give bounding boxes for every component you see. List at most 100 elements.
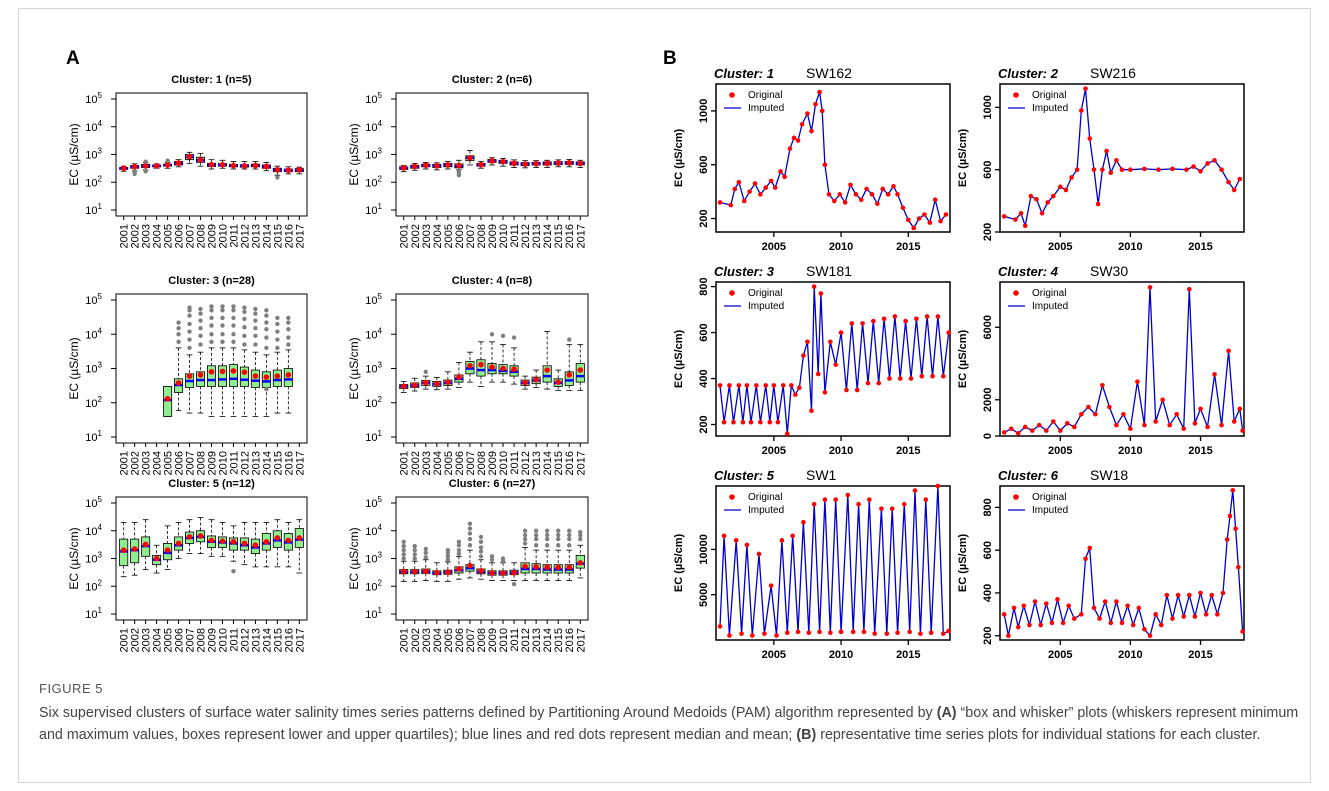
outlier-point bbox=[264, 345, 269, 351]
box-2014 bbox=[261, 161, 271, 172]
legend-original-label: Original bbox=[1032, 90, 1066, 101]
x-tick-label: 2001 bbox=[119, 451, 131, 475]
mean-point bbox=[544, 564, 550, 571]
original-point bbox=[856, 501, 861, 507]
outlier-point bbox=[231, 308, 236, 313]
y-tick-label: 104 bbox=[85, 326, 102, 341]
original-point bbox=[758, 419, 763, 425]
timeseries-6: Cluster: 6 SW18 EC (µS/cm) 200 400 600 800 2005… bbox=[957, 467, 1245, 661]
box-2003 bbox=[421, 546, 431, 581]
x-tick-label: 2005 bbox=[443, 628, 455, 652]
original-point bbox=[853, 192, 859, 197]
outlier-point bbox=[445, 547, 451, 553]
imputed-line bbox=[719, 485, 949, 636]
original-point bbox=[1205, 424, 1210, 430]
box-2007 bbox=[465, 150, 475, 166]
station-label: SW216 bbox=[1090, 65, 1136, 81]
original-point bbox=[1022, 424, 1028, 430]
y-tick-label: 103 bbox=[365, 361, 382, 376]
original-point bbox=[1114, 422, 1119, 428]
original-point bbox=[1063, 187, 1069, 193]
original-point bbox=[1057, 184, 1063, 190]
y-tick-label: 101 bbox=[365, 202, 382, 217]
x-tick-label: 2015 bbox=[896, 649, 920, 661]
outlier-point bbox=[253, 333, 258, 339]
figure-label: FIGURE 5 bbox=[39, 681, 103, 696]
outlier-point bbox=[264, 320, 269, 325]
original-point bbox=[809, 128, 814, 134]
outlier-point bbox=[456, 551, 462, 556]
x-tick-label: 2002 bbox=[130, 628, 142, 652]
original-point bbox=[895, 630, 900, 636]
original-point bbox=[1142, 422, 1147, 428]
original-point bbox=[1147, 633, 1153, 639]
outlier-point bbox=[209, 304, 214, 309]
original-point bbox=[1087, 545, 1093, 551]
timeseries-4: Cluster: 4 SW30 EC (µS/cm) 0 2000 6000 2005 201… bbox=[957, 263, 1245, 457]
original-point bbox=[815, 371, 821, 377]
original-point bbox=[1224, 537, 1230, 542]
figure-plots: Cluster: 1 (n=5) EC (µS/cm) 101 102 103 104 10… bbox=[67, 65, 1245, 661]
outlier-point bbox=[143, 159, 148, 164]
y-tick-label: 200 bbox=[698, 415, 710, 433]
original-point bbox=[848, 182, 853, 188]
outlier-point bbox=[220, 308, 225, 313]
box-2007 bbox=[185, 519, 195, 555]
imputed-line bbox=[719, 91, 947, 230]
mean-point bbox=[153, 163, 160, 169]
original-point bbox=[1147, 285, 1153, 290]
cluster-label: Cluster: 4 bbox=[998, 264, 1059, 279]
x-tick-label: 2010 bbox=[1118, 649, 1142, 661]
original-point bbox=[817, 629, 822, 635]
box-2007 bbox=[185, 305, 195, 414]
outlier-point bbox=[478, 554, 484, 559]
original-point bbox=[817, 89, 822, 95]
box-2004 bbox=[432, 162, 442, 171]
x-tick-label: 2003 bbox=[141, 628, 153, 652]
box-2015 bbox=[553, 159, 563, 168]
original-point bbox=[1091, 605, 1097, 611]
cluster-label: Cluster: 1 bbox=[714, 66, 774, 81]
boxplot-3: Cluster: 3 (n=28) EC (µS/cm) 101 102 103 104 1… bbox=[67, 275, 308, 475]
x-tick-label: 2015 bbox=[1188, 649, 1212, 661]
y-tick-label: 104 bbox=[365, 326, 382, 341]
original-point bbox=[1198, 406, 1203, 412]
x-tick-label: 2016 bbox=[564, 628, 576, 652]
original-point bbox=[763, 383, 769, 388]
outlier-point bbox=[253, 326, 258, 331]
y-tick-label: 600 bbox=[982, 161, 994, 179]
original-point bbox=[1045, 200, 1050, 205]
box-2015 bbox=[553, 528, 563, 581]
mean-point bbox=[120, 165, 127, 172]
mean-point bbox=[467, 362, 473, 369]
original-point bbox=[914, 316, 919, 322]
x-tick-label: 2008 bbox=[196, 224, 208, 248]
x-tick-label: 2011 bbox=[228, 628, 240, 652]
outlier-point bbox=[187, 345, 192, 351]
original-point bbox=[881, 316, 887, 322]
outlier-point bbox=[242, 342, 247, 347]
y-tick-label: 105 bbox=[365, 495, 382, 510]
original-point bbox=[717, 200, 723, 205]
iqr-box bbox=[542, 365, 552, 383]
original-point bbox=[869, 192, 875, 197]
original-point bbox=[889, 506, 895, 511]
original-point bbox=[1175, 592, 1181, 598]
x-tick-label: 2012 bbox=[520, 451, 532, 475]
outlier-point bbox=[445, 554, 451, 559]
box-2010 bbox=[217, 304, 227, 417]
outlier-point bbox=[578, 536, 583, 542]
mean-point bbox=[411, 163, 418, 170]
x-tick-label: 2016 bbox=[283, 451, 295, 475]
outlier-point bbox=[456, 543, 462, 548]
y-tick-label: 102 bbox=[365, 395, 382, 410]
original-point bbox=[1153, 612, 1158, 617]
mean-point bbox=[263, 538, 270, 545]
legend-imputed-label: Imputed bbox=[1032, 505, 1068, 516]
original-point bbox=[1050, 419, 1056, 424]
chart-title: Cluster: 6 (n=27) bbox=[449, 478, 536, 490]
original-point bbox=[1091, 167, 1097, 172]
original-point bbox=[865, 380, 871, 386]
box-2017 bbox=[294, 166, 304, 175]
outlier-point bbox=[567, 337, 572, 342]
